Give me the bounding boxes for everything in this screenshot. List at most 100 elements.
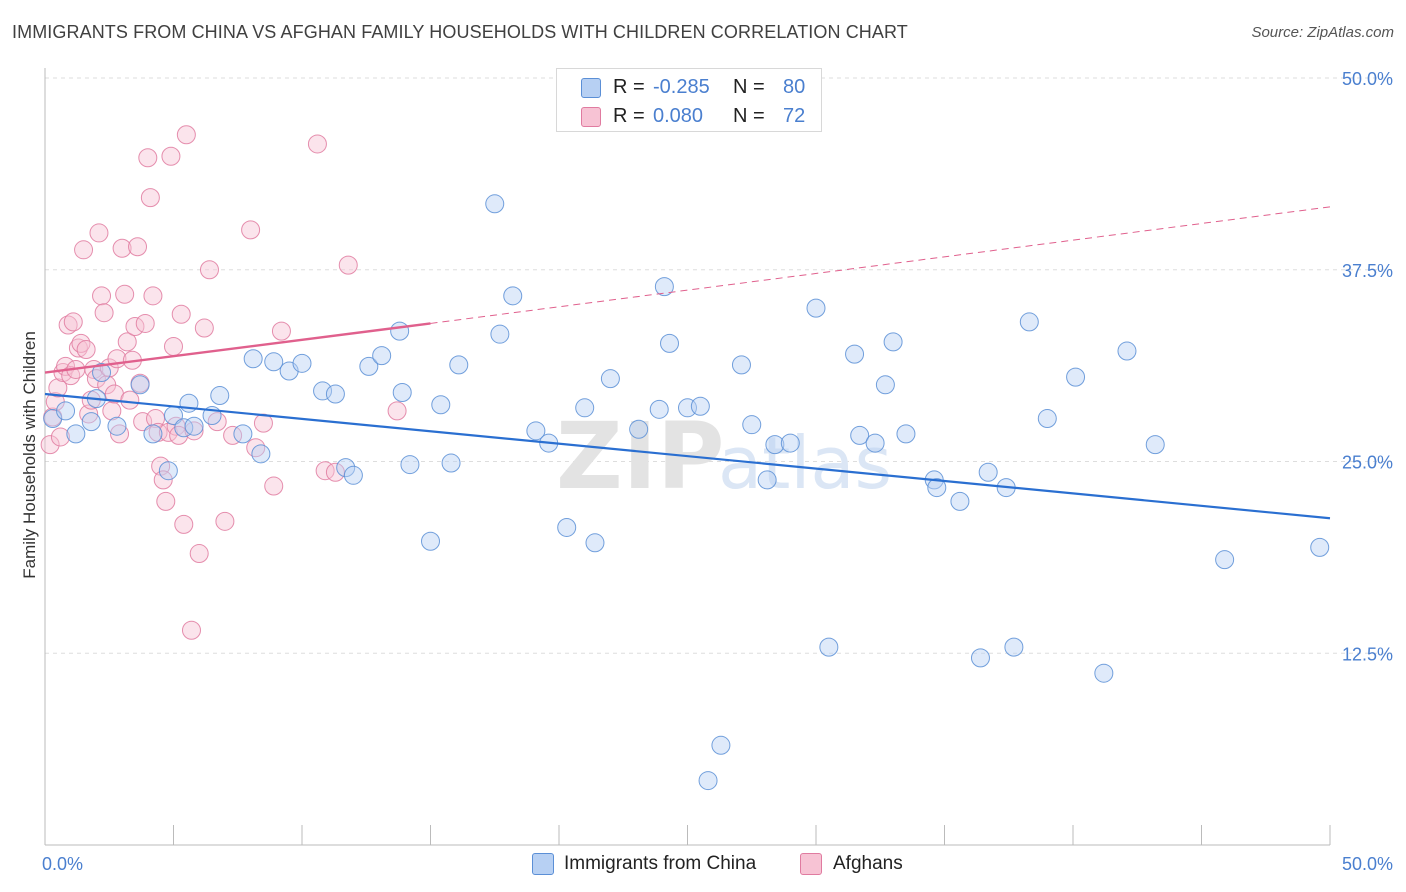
legend-n-label: N = — [733, 105, 765, 127]
data-point-china — [883, 332, 903, 352]
data-point-afghans — [156, 491, 176, 511]
data-point-china — [927, 478, 947, 498]
legend-swatch-afghans — [581, 107, 601, 127]
data-point-afghans — [264, 476, 284, 496]
data-point-china — [184, 416, 204, 436]
data-point-afghans — [102, 401, 122, 421]
data-point-china — [143, 424, 163, 444]
data-point-afghans — [110, 424, 130, 444]
y-tick-label: 25.0% — [1342, 453, 1393, 473]
data-point-afghans — [181, 620, 201, 640]
legend-n-value: 72 — [783, 105, 806, 127]
data-point-china — [765, 435, 785, 455]
legend-row-afghans: R = 0.080 N = 72 — [557, 100, 821, 130]
data-point-china — [896, 424, 916, 444]
data-point-china — [600, 369, 620, 389]
data-point-afghans — [215, 511, 235, 531]
data-point-afghans — [40, 435, 60, 455]
data-point-china — [325, 384, 345, 404]
x-tick-label: 50.0% — [1342, 854, 1393, 874]
data-point-china — [158, 461, 178, 481]
data-point-afghans — [135, 313, 155, 333]
data-point-china — [970, 648, 990, 668]
legend-r-value: -0.285 — [653, 76, 710, 98]
data-point-afghans — [120, 390, 140, 410]
data-point-china — [1066, 367, 1086, 387]
data-point-afghans — [138, 148, 158, 168]
data-point-afghans — [48, 378, 68, 398]
data-point-china — [359, 356, 379, 376]
data-point-afghans — [86, 369, 106, 389]
watermark-atlas: atlas — [718, 421, 892, 505]
data-point-china — [865, 433, 885, 453]
data-point-china — [81, 412, 101, 432]
data-point-china — [742, 415, 762, 435]
data-point-afghans — [63, 312, 83, 332]
data-point-china — [66, 424, 86, 444]
data-point-afghans — [246, 438, 266, 458]
data-point-afghans — [153, 470, 173, 490]
data-point-china — [819, 637, 839, 657]
data-point-china — [449, 355, 469, 375]
tick-labels: 12.5% 25.0% 37.5% 50.0% 0.0% 50.0% — [42, 69, 1393, 874]
data-point-china — [56, 401, 76, 421]
data-point-china — [421, 531, 440, 551]
data-point-afghans — [79, 404, 99, 424]
data-point-china — [875, 375, 895, 395]
data-point-china — [1310, 537, 1330, 557]
data-point-afghans — [315, 461, 335, 481]
correlation-legend: R = -0.285 N = 80 R = 0.080 N = 72 — [556, 68, 822, 132]
data-point-china — [1037, 409, 1057, 429]
chart-title: IMMIGRANTS FROM CHINA VS AFGHAN FAMILY H… — [12, 22, 908, 42]
data-point-afghans — [76, 340, 96, 360]
data-point-china — [130, 375, 150, 395]
data-point-afghans — [117, 332, 137, 352]
data-point-china — [1094, 663, 1114, 683]
data-point-afghans — [199, 260, 219, 280]
bottom-legend-swatch-afghans — [800, 853, 822, 875]
data-point-china — [107, 416, 127, 436]
data-point-china — [1145, 435, 1165, 455]
trend-line-china — [44, 392, 1331, 520]
data-point-afghans — [253, 413, 273, 433]
data-point-china — [698, 771, 718, 791]
data-point-china — [654, 277, 674, 297]
data-point-china — [292, 353, 312, 373]
source-label: Source: ZipAtlas.com — [1251, 24, 1394, 41]
trend-line-afghans-solid — [44, 322, 431, 374]
data-point-china — [336, 458, 356, 478]
data-point-afghans — [171, 304, 191, 324]
data-point-afghans — [176, 125, 196, 145]
data-point-china — [441, 453, 461, 473]
data-point-afghans — [125, 317, 145, 337]
data-point-china — [649, 399, 669, 419]
data-point-china — [485, 194, 505, 214]
data-point-afghans — [115, 284, 135, 304]
x-tick-label: 0.0% — [42, 854, 83, 874]
legend-r-label: R = — [613, 105, 645, 127]
data-point-afghans — [140, 188, 160, 208]
data-point-afghans — [74, 240, 94, 260]
data-point-afghans — [128, 237, 148, 257]
data-point-china — [431, 395, 451, 415]
grid-lines — [45, 77, 1392, 654]
data-point-afghans — [164, 336, 183, 356]
data-point-afghans — [387, 401, 407, 421]
data-point-china — [711, 735, 731, 755]
data-point-afghans — [338, 255, 358, 275]
y-tick-label: 12.5% — [1342, 644, 1393, 664]
data-point-china — [1215, 550, 1235, 570]
legend-n-value: 80 — [783, 76, 806, 98]
data-point-afghans — [92, 286, 112, 306]
legend-r-value: 0.080 — [653, 105, 704, 127]
data-point-afghans — [207, 412, 227, 432]
data-point-china — [575, 398, 595, 418]
watermark: ZIP atlas — [556, 403, 892, 510]
data-point-china — [690, 396, 710, 416]
data-point-china — [400, 455, 420, 475]
data-point-china — [174, 418, 194, 438]
data-point-china — [490, 324, 510, 344]
bottom-legend-label-afghans: Afghans — [833, 853, 903, 874]
data-point-afghans — [194, 318, 214, 338]
